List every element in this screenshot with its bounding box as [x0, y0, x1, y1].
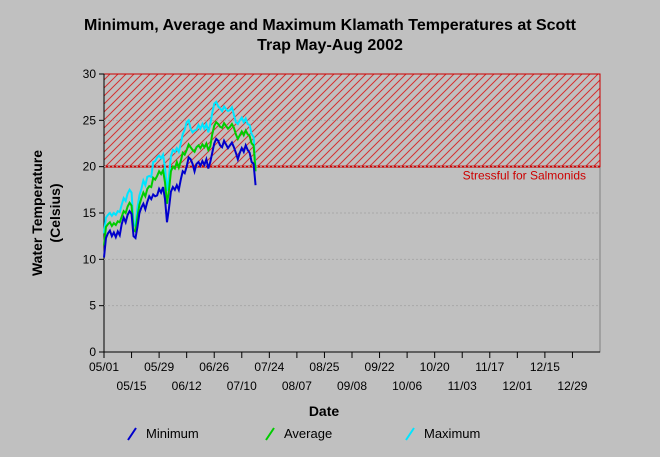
chart-title-line1: Minimum, Average and Maximum Klamath Tem…	[84, 17, 577, 34]
legend-label-minimum: Minimum	[146, 426, 199, 441]
x-tick-label: 12/29	[557, 379, 587, 393]
x-axis-title: Date	[309, 403, 340, 419]
x-tick-label: 05/01	[89, 360, 119, 374]
x-tick-label: 11/03	[448, 379, 477, 393]
x-tick-label: 07/24	[254, 360, 284, 374]
legend-swatch-maximum	[405, 427, 415, 441]
y-ticks: 0 5 10 15 20 25 30	[83, 67, 600, 359]
x-tick-label: 06/12	[172, 379, 202, 393]
legend: Minimum Average Maximum	[127, 426, 480, 441]
x-tick-label: 12/01	[502, 379, 532, 393]
legend-swatch-average	[265, 427, 275, 441]
x-tick-label: 09/22	[365, 360, 395, 374]
y-tick-label: 20	[83, 160, 97, 174]
x-tick-label: 05/29	[144, 360, 174, 374]
chart-title-line2: Trap May-Aug 2002	[257, 37, 403, 54]
y-axis-title-line2: (Celsius)	[47, 183, 63, 242]
x-tick-label: 08/25	[309, 360, 339, 374]
x-tick-label: 11/17	[475, 360, 504, 374]
y-axis-title-line1: Water Temperature	[29, 150, 45, 276]
x-tick-label: 06/26	[199, 360, 229, 374]
legend-label-maximum: Maximum	[424, 426, 480, 441]
x-tick-label: 07/10	[227, 379, 257, 393]
stress-label: Stressful for Salmonids	[463, 169, 586, 183]
legend-label-average: Average	[284, 426, 332, 441]
x-tick-label: 10/06	[392, 379, 422, 393]
x-ticks: 05/01 05/29 06/26 07/24 08/25 09/22 10/20 11/17…	[89, 352, 588, 393]
x-tick-label: 08/07	[282, 379, 312, 393]
series-line-average	[103, 120, 257, 246]
series-line-minimum	[103, 137, 257, 258]
y-tick-label: 15	[83, 206, 97, 220]
x-tick-label: 09/08	[337, 379, 367, 393]
y-tick-label: 5	[89, 299, 96, 313]
y-tick-label: 10	[83, 252, 97, 266]
x-tick-label: 05/15	[117, 379, 147, 393]
y-tick-label: 0	[89, 345, 96, 359]
y-tick-label: 25	[83, 113, 97, 127]
series-line-maximum	[103, 100, 257, 234]
y-tick-label: 30	[83, 67, 97, 81]
series-group	[103, 100, 257, 258]
x-tick-label: 12/15	[530, 360, 560, 374]
legend-swatch-minimum	[127, 427, 137, 441]
x-tick-label: 10/20	[420, 360, 450, 374]
